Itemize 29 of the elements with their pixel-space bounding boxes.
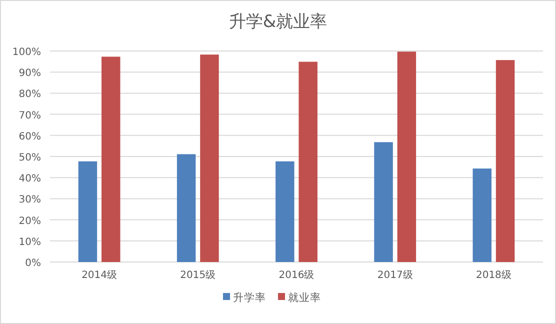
y-tick-label: 90% (18, 68, 41, 80)
y-tick-label: 10% (18, 236, 41, 248)
x-tick-label: 2016级 (278, 269, 314, 281)
bar (176, 154, 196, 262)
bar (397, 52, 416, 262)
y-tick-label: 30% (18, 194, 41, 206)
x-tick-label: 2014级 (82, 269, 118, 281)
chart-title: 升学&就业率 (228, 12, 328, 32)
bar (102, 56, 120, 262)
legend-label: 就业率 (288, 291, 321, 304)
bar (496, 60, 515, 262)
y-tick-label: 20% (18, 216, 41, 227)
bar (78, 161, 98, 262)
bar (276, 161, 294, 262)
bar (200, 54, 219, 262)
x-tick-label: 2018级 (476, 269, 512, 281)
x-tick-label: 2017级 (377, 269, 413, 281)
legend-label: 升学率 (233, 291, 266, 304)
y-tick-label: 70% (18, 110, 41, 122)
bar (472, 168, 492, 262)
y-tick-label: 60% (18, 131, 41, 142)
y-tick-label: 40% (18, 174, 41, 185)
y-tick-label: 100% (12, 47, 41, 58)
y-tick-label: 0% (25, 258, 41, 269)
y-tick-label: 80% (18, 89, 41, 100)
y-tick-label: 50% (18, 152, 41, 164)
bar (298, 62, 318, 262)
x-tick-label: 2015级 (180, 269, 216, 281)
bar (374, 142, 393, 262)
